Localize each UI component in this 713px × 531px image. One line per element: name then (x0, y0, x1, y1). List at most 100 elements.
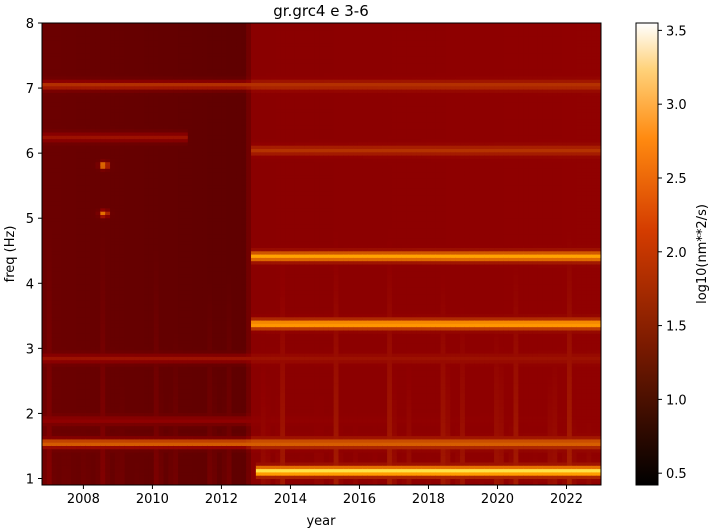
heatmap-cell (61, 29, 67, 34)
heatmap-cell (56, 263, 63, 268)
heatmap-cell (71, 69, 77, 74)
heatmap-cell (61, 36, 67, 41)
heatmap-cell (42, 92, 48, 97)
heatmap-cell (71, 247, 77, 252)
heatmap-cell (46, 372, 53, 377)
heatmap-cell (153, 23, 160, 27)
heatmap-cell (61, 39, 67, 44)
heatmap-cell (66, 359, 72, 364)
heatmap-cell (46, 346, 53, 351)
heatmap-cell (46, 42, 53, 47)
heatmap-cell (71, 148, 77, 153)
heatmap-cell (80, 442, 87, 446)
heatmap-cell (71, 435, 77, 440)
heatmap-cell (42, 452, 48, 456)
heatmap-cell (46, 95, 53, 100)
heatmap-cell (76, 79, 82, 83)
heatmap-cell (46, 211, 53, 215)
heatmap-cell (46, 415, 53, 420)
heatmap-cell (71, 59, 77, 64)
heatmap-cell (56, 277, 63, 281)
heatmap-cell (56, 148, 63, 153)
heatmap-cell (51, 197, 58, 202)
heatmap-cell (71, 376, 77, 380)
heatmap-cell (66, 395, 72, 400)
heatmap-cell (51, 240, 58, 245)
heatmap-cell (71, 65, 77, 70)
heatmap-cell (71, 39, 77, 44)
heatmap-cell (80, 201, 87, 206)
heatmap-cell (66, 135, 72, 140)
heatmap-cell (42, 240, 48, 245)
heatmap-cell (71, 135, 77, 140)
heatmap-cell (71, 36, 77, 41)
heatmap-cell (71, 102, 77, 107)
heatmap-cell (80, 260, 87, 265)
heatmap-cell (51, 346, 58, 351)
heatmap-cell (80, 158, 87, 163)
heatmap-cell (56, 435, 63, 440)
heatmap-cell (80, 293, 87, 298)
heatmap-cell (66, 178, 72, 182)
heatmap-cell (51, 412, 58, 417)
heatmap-cell (42, 329, 48, 334)
heatmap-cell (51, 211, 58, 215)
heatmap-cell (76, 118, 82, 123)
heatmap-cell (61, 432, 67, 437)
heatmap-cell (46, 283, 53, 288)
heatmap-cell (61, 300, 67, 305)
heatmap-cell (76, 419, 82, 423)
heatmap-cell (51, 148, 58, 153)
heatmap-cell (61, 122, 67, 126)
heatmap-cell (42, 118, 48, 123)
heatmap-cell (61, 234, 67, 239)
heatmap-cell (66, 333, 72, 338)
heatmap-cell (71, 270, 77, 275)
heatmap-cell (61, 105, 67, 110)
heatmap-cell (66, 207, 72, 212)
heatmap-cell (51, 395, 58, 400)
heatmap-cell (56, 386, 63, 390)
heatmap-cell (80, 227, 87, 232)
heatmap-cell (61, 102, 67, 107)
heatmap-cell (61, 62, 67, 67)
heatmap-cell (66, 141, 72, 146)
heatmap-cell (71, 326, 77, 331)
heatmap-cell (46, 303, 53, 308)
heatmap-cell (51, 267, 58, 272)
heatmap-cell (56, 382, 63, 387)
heatmap-cell (61, 438, 67, 443)
heatmap-cell (46, 191, 53, 196)
heatmap-cell (46, 32, 53, 37)
heatmap-cell (110, 23, 116, 27)
heatmap-cell (51, 82, 58, 87)
heatmap-cell (51, 201, 58, 206)
heatmap-cell (61, 455, 67, 460)
heatmap-cell (42, 343, 48, 347)
heatmap-cell (71, 402, 77, 407)
heatmap-cell (61, 442, 67, 446)
heatmap-cell (51, 329, 58, 334)
heatmap-cell (56, 310, 63, 314)
heatmap-cell (61, 26, 67, 31)
heatmap-cell (76, 145, 82, 149)
heatmap-cell (51, 98, 58, 103)
heatmap-cell (71, 171, 77, 176)
heatmap-cell (42, 161, 48, 166)
heatmap-cell (80, 296, 87, 301)
heatmap-cell (51, 151, 58, 156)
heatmap-cell (56, 23, 63, 27)
heatmap-cell (61, 92, 67, 97)
heatmap-cell (66, 85, 72, 90)
heatmap-cell (46, 82, 53, 87)
heatmap-cell (61, 214, 67, 219)
heatmap-cell (51, 247, 58, 252)
heatmap-cell (66, 263, 72, 268)
heatmap-cell (46, 122, 53, 126)
heatmap-cell (76, 369, 82, 374)
heatmap-cell (76, 65, 82, 70)
heatmap-cell (56, 267, 63, 272)
heatmap-cell (66, 369, 72, 374)
heatmap-cell (46, 366, 53, 371)
heatmap-cell (46, 171, 53, 176)
